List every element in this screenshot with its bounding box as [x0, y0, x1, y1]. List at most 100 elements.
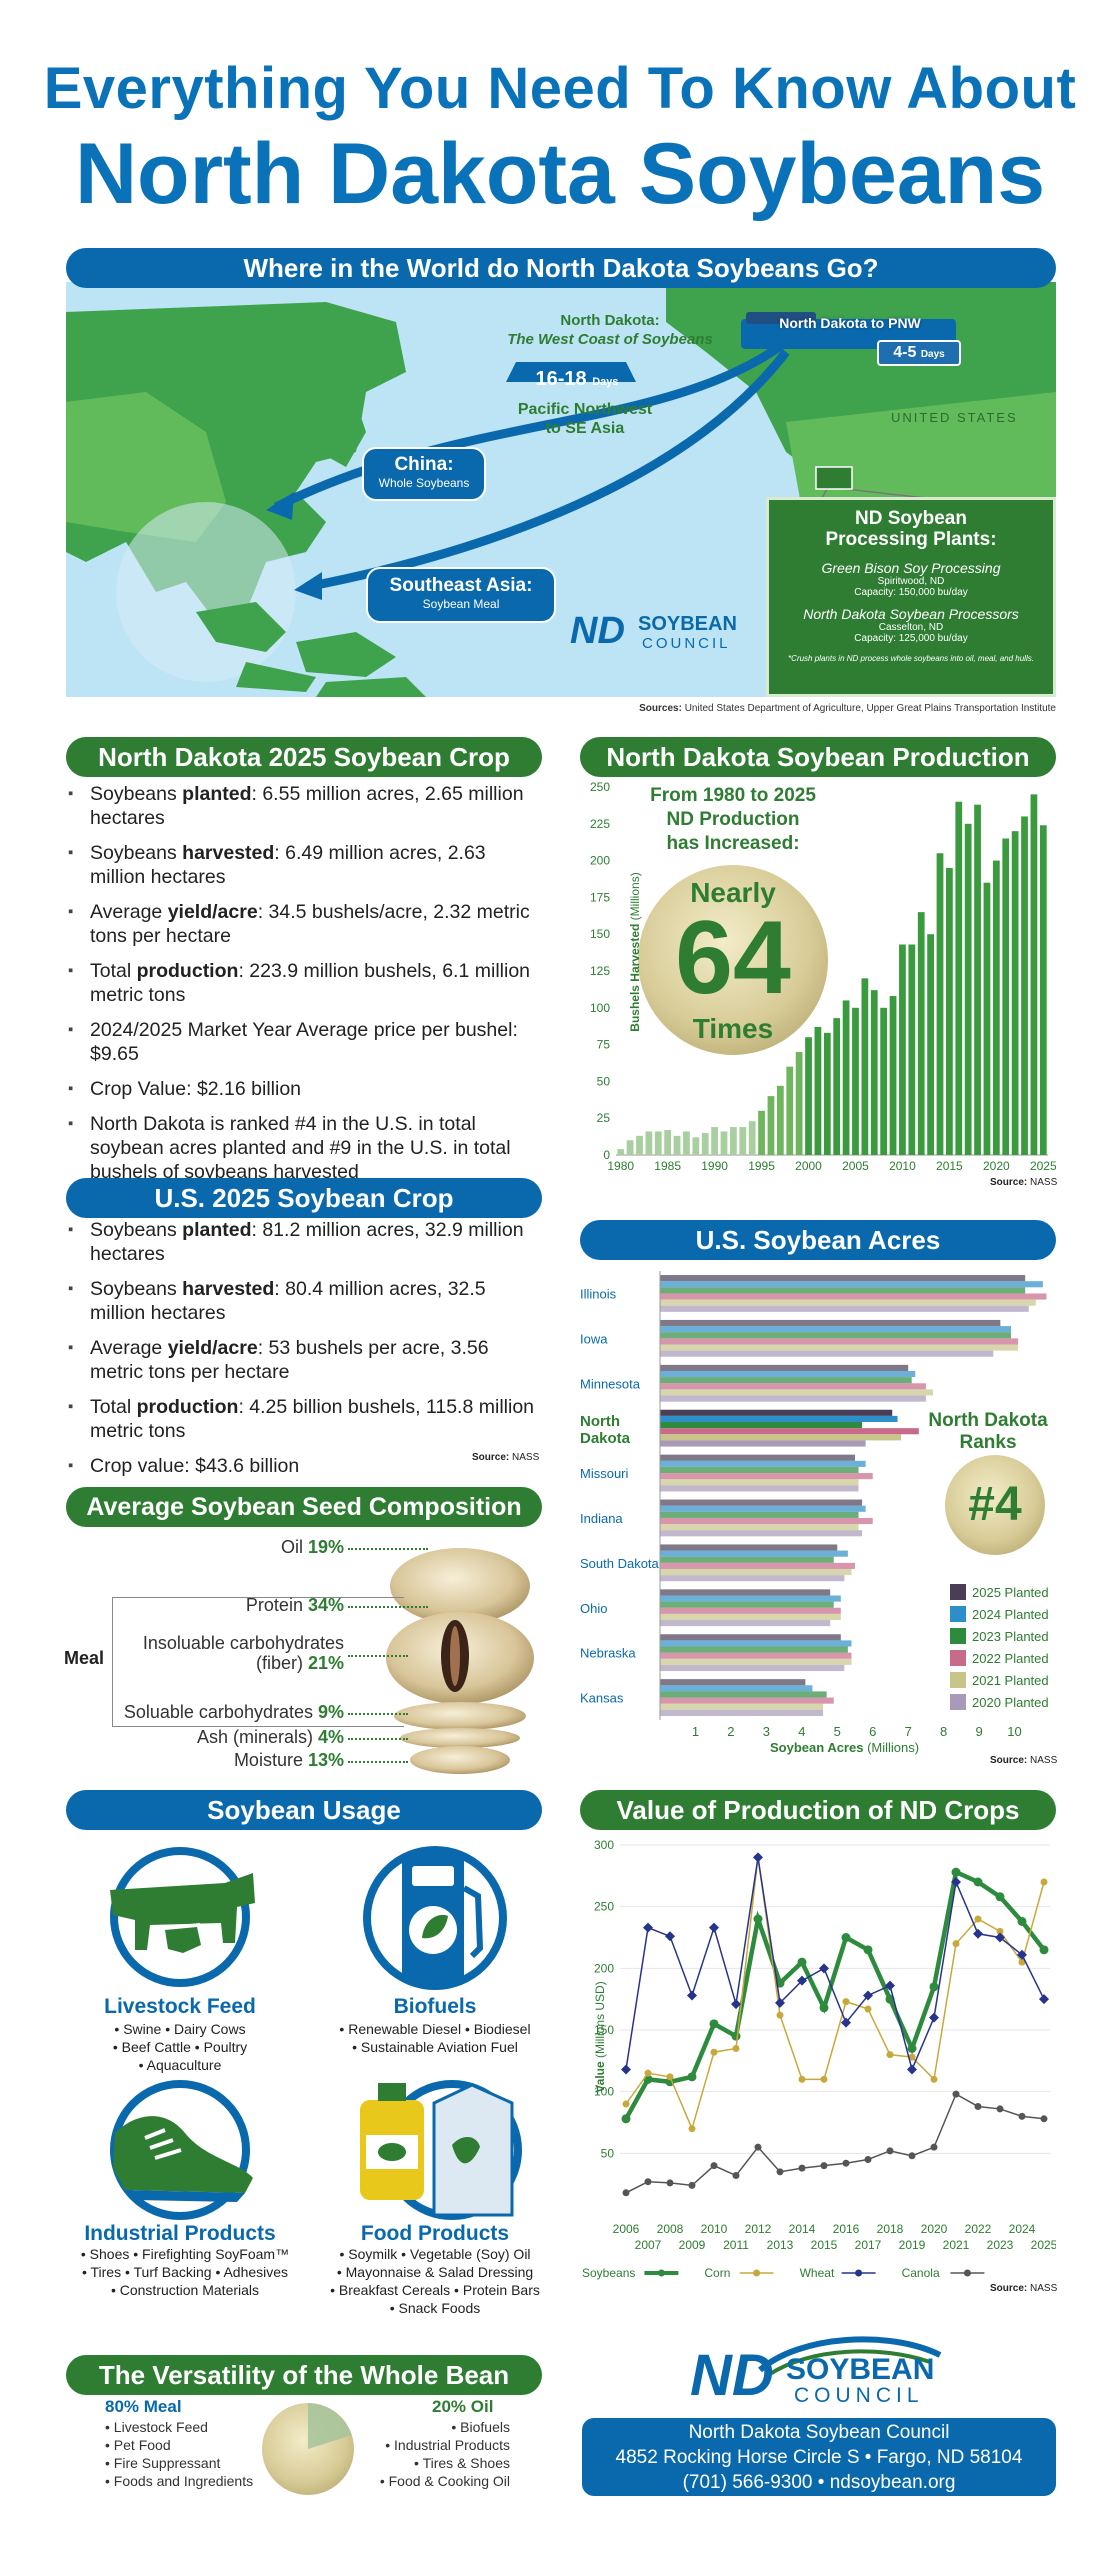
map-heading: Where in the World do North Dakota Soybe… [66, 248, 1056, 288]
value-legend-label: Soybeans [582, 2266, 635, 2280]
value-point [995, 1932, 1005, 1943]
prod-bar [992, 860, 1000, 1155]
acres-category-label: Nebraska [580, 1646, 636, 1661]
callout-line3: has Increased: [666, 833, 800, 854]
prod-bar [936, 853, 944, 1155]
prod-bar [795, 1051, 803, 1155]
acres-category-label: Missouri [580, 1466, 629, 1481]
value-point [797, 1957, 807, 1967]
composition-pct: 9% [317, 1702, 344, 1722]
value-point [820, 2162, 828, 2170]
rank-4-icon: #4 [945, 1455, 1045, 1555]
plant1-cap: Capacity: 150,000 bu/day [854, 587, 968, 598]
livestock-title: Livestock Feed [104, 1995, 256, 2018]
value-point [907, 2044, 917, 2053]
acres-bar [660, 1383, 926, 1390]
nd-crop-item: Total production: 223.9 million bushels,… [66, 959, 546, 1007]
prod-bar [870, 990, 878, 1155]
value-point [776, 2168, 784, 2176]
legend-label: 2023 Planted [972, 1629, 1049, 1644]
value-point [710, 2048, 718, 2056]
acres-bar [660, 1473, 873, 1480]
prod-bar [673, 1135, 681, 1155]
acres-xtick: 2 [727, 1724, 734, 1739]
nd-soybean-logo-map: ND SOYBEAN COUNCIL [570, 605, 760, 655]
acres-xtick: 8 [940, 1724, 947, 1739]
prod-bar [842, 1000, 850, 1155]
acres-bar [660, 1697, 834, 1704]
acres-xtick: 6 [869, 1724, 876, 1739]
value-point [930, 2143, 938, 2151]
biofuels-group [360, 1838, 510, 1993]
oil-slice [308, 2403, 352, 2449]
value-xtick: 2007 [635, 2238, 662, 2252]
value-point [841, 1933, 851, 1942]
food-line4: • Snack Foods [389, 2300, 481, 2316]
prod-ytick: 25 [597, 1111, 611, 1125]
prod-ytick: 250 [590, 780, 610, 794]
value-point [907, 2064, 917, 2075]
value-point [929, 2012, 939, 2023]
oil-item: • Industrial Products [385, 2437, 510, 2453]
legend-label: 2025 Planted [972, 1585, 1049, 1600]
us-crop-item-post: : 53 bushels per acre, 3.56 metric tons … [90, 1337, 489, 1383]
plants-title2: Processing Plants: [825, 529, 997, 550]
acres-bar [660, 1575, 845, 1582]
composition-leader-line [348, 1761, 408, 1763]
legend-label: 2020 Planted [972, 1695, 1049, 1710]
prod-xtick: 2000 [795, 1159, 822, 1173]
sea-title: Southeast Asia: [389, 575, 533, 596]
value-legend-marker [753, 2269, 761, 2277]
footer-contact[interactable]: (701) 566-9300 • ndsoybean.org [682, 2472, 956, 2493]
plant2-loc: Casselton, ND [878, 622, 944, 633]
plants-title1: ND Soybean [855, 508, 967, 529]
composition-leader-line [348, 1548, 428, 1550]
meal-label: Meal [64, 1648, 109, 1669]
map-sources-text: United States Department of Agriculture,… [684, 703, 1056, 714]
legend-label: 2021 Planted [972, 1673, 1049, 1688]
composition-row: Soluable carbohydrates 9% [118, 1702, 344, 1723]
livestock-feed-group [105, 1845, 255, 1990]
oil-item: • Food & Cooking Oil [379, 2473, 510, 2489]
logo-council-footer: COUNCIL [794, 2384, 924, 2407]
acres-xtick: 7 [905, 1724, 912, 1739]
value-xtick: 2019 [899, 2238, 926, 2252]
ship-route-line1: Pacific Northwest [517, 401, 653, 418]
food-group [352, 2075, 522, 2225]
meal-item: • Foods and Ingredients [105, 2473, 254, 2489]
prod-bar [654, 1131, 662, 1155]
acres-bar [660, 1305, 1029, 1312]
callout-line2: ND Production [666, 809, 800, 830]
value-point [709, 1922, 719, 1933]
acres-bar [660, 1434, 902, 1441]
soybean-slices-icon [386, 1548, 534, 1774]
prod-bar [664, 1129, 672, 1155]
footer-org: North Dakota Soybean Council [688, 2422, 950, 2443]
us-crop-item-bold: yield/acre [167, 1337, 258, 1359]
composition-label: Oil [280, 1537, 308, 1557]
value-xtick: 2020 [921, 2222, 948, 2236]
prod-xtick: 1995 [748, 1159, 775, 1173]
usage-heading: Soybean Usage [66, 1790, 542, 1830]
acres-category-label: Kansas [580, 1691, 624, 1706]
acres-bar [660, 1454, 855, 1461]
acres-legend: 2025 Planted 2024 Planted 2023 Planted 2022… [950, 1582, 1060, 1714]
acres-category-label: Iowa [580, 1331, 608, 1346]
prod-bar [1039, 825, 1047, 1155]
composition-pct: 13% [307, 1750, 344, 1770]
meal-80-list: • Livestock Feed • Pet Food • Fire Suppres… [105, 2418, 253, 2490]
nd-crop-item-pre: 2024/2025 Market Year Average price per … [90, 1019, 518, 1065]
value-ylabel: Value (Millions USD) [593, 1957, 607, 2117]
value-point [973, 1928, 983, 1939]
value-point [665, 1931, 675, 1942]
acres-bar [660, 1595, 841, 1602]
prod-xtick: 1990 [701, 1159, 728, 1173]
acres-bar [660, 1485, 859, 1492]
value-legend-label: Wheat [800, 2266, 835, 2280]
nd-crop-item-bold: harvested [182, 842, 275, 864]
sea-box: Southeast Asia: Soybean Meal [366, 567, 556, 623]
acres-bar [660, 1499, 863, 1506]
nd-crop-item: Crop Value: $2.16 billion [66, 1077, 546, 1101]
value-point [732, 2172, 740, 2180]
production-heading: North Dakota Soybean Production [580, 737, 1056, 777]
